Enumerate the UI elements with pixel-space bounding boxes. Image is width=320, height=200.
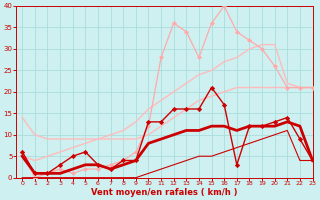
X-axis label: Vent moyen/en rafales ( km/h ): Vent moyen/en rafales ( km/h ) (91, 188, 237, 197)
